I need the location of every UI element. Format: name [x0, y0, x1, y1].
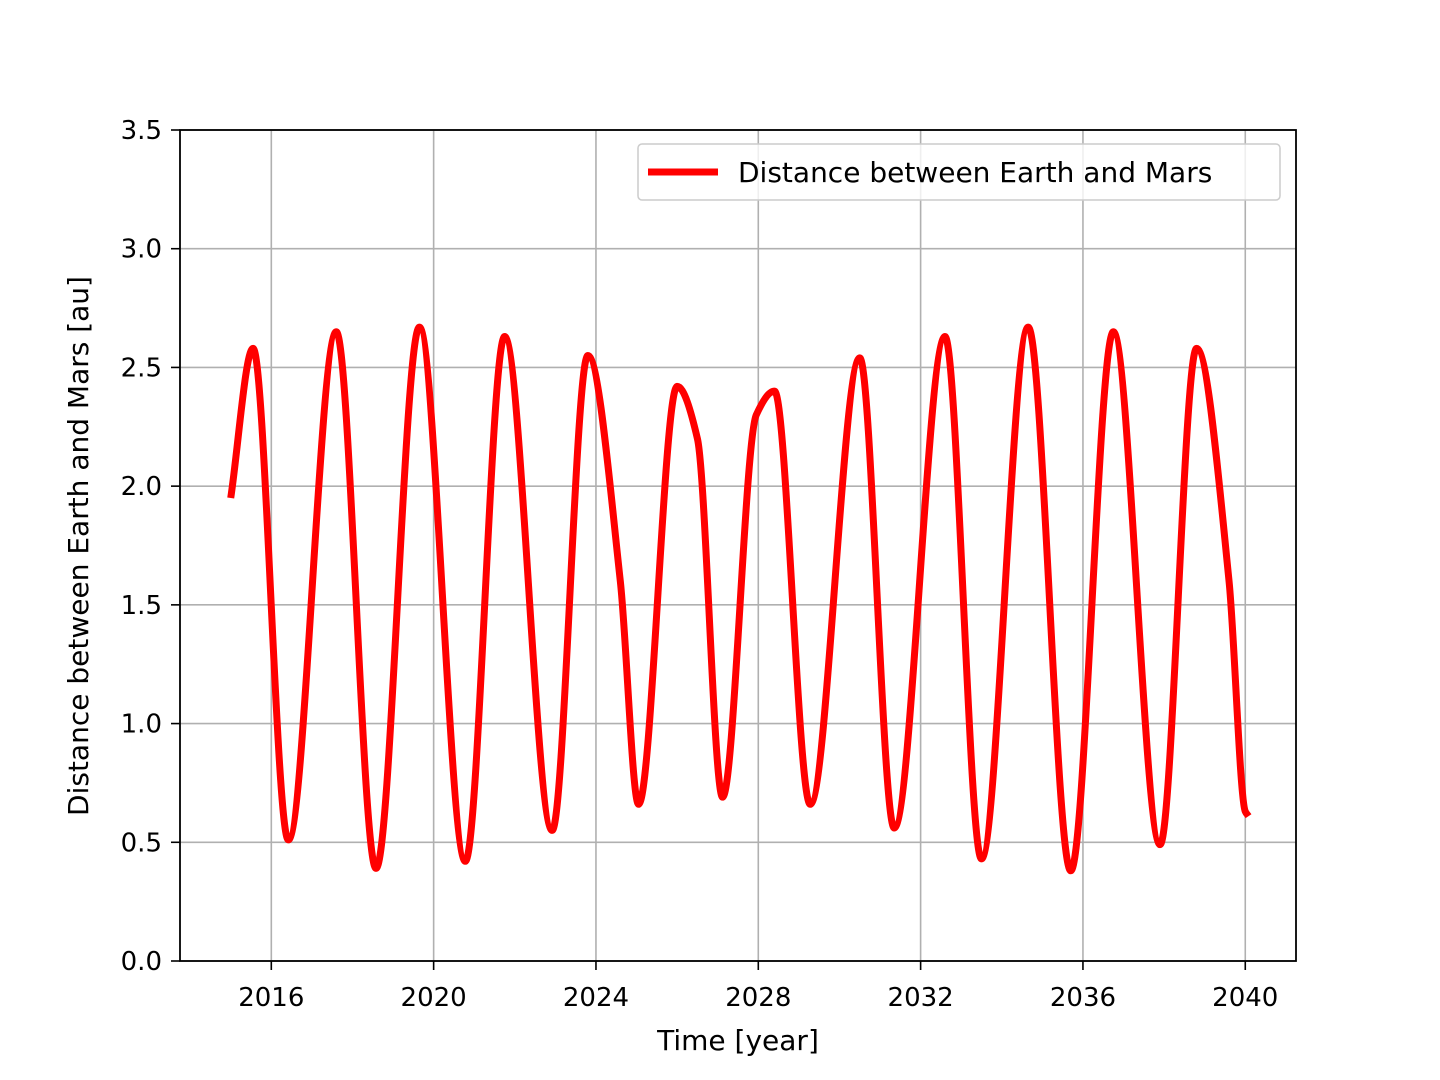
x-axis-title: Time [year]	[656, 1024, 819, 1057]
x-tick-label: 2028	[725, 983, 791, 1013]
y-tick-label: 3.5	[121, 116, 162, 146]
series-layer	[227, 323, 1252, 875]
y-tick-label: 2.5	[121, 353, 162, 383]
x-tick-label: 2040	[1212, 983, 1278, 1013]
x-axis: 2016 2020 2024 2028 2032 2036 2040	[238, 961, 1278, 1013]
y-tick-label: 2.0	[121, 472, 162, 502]
plot-frame	[179, 129, 1297, 962]
x-tick-label: 2024	[563, 983, 629, 1013]
legend: Distance between Earth and Mars	[637, 143, 1281, 201]
x-tick-label: 2032	[888, 983, 954, 1013]
legend-box	[637, 143, 1281, 201]
y-tick-label: 1.0	[121, 710, 162, 740]
y-tick-label: 0.0	[121, 947, 162, 977]
legend-label: Distance between Earth and Mars	[738, 156, 1212, 189]
y-tick-label: 1.5	[121, 591, 162, 621]
x-tick-label: 2036	[1050, 983, 1116, 1013]
y-axis: 0.0 0.5 1.0 1.5 2.0 2.5 3.0 3.5	[121, 116, 180, 977]
y-tick-label: 3.0	[121, 235, 162, 265]
x-tick-label: 2016	[238, 983, 304, 1013]
y-tick-label: 0.5	[121, 828, 162, 858]
x-tick-label: 2020	[401, 983, 467, 1013]
series-line-0	[227, 323, 1252, 875]
y-axis-title: Distance between Earth and Mars [au]	[62, 276, 95, 816]
